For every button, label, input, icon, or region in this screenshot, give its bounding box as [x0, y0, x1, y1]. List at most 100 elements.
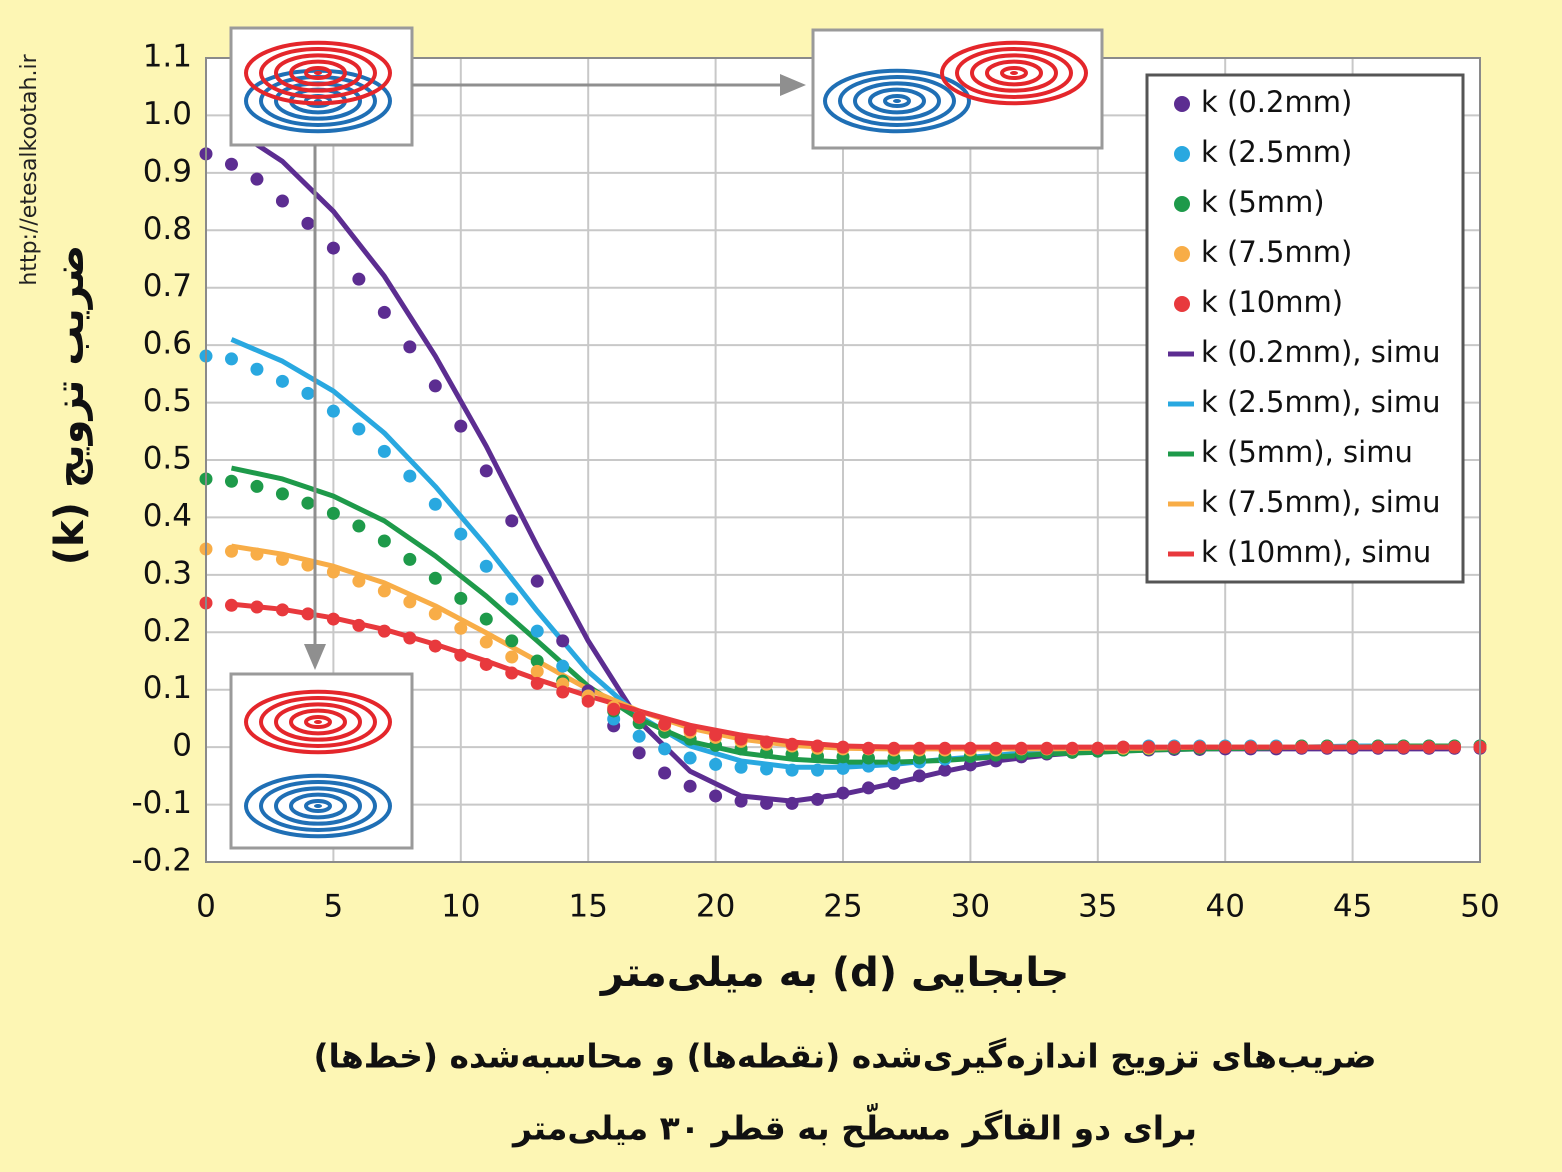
coil-ring — [274, 53, 362, 93]
data-point — [760, 762, 774, 776]
legend-label: k (2.5mm), simu — [1201, 385, 1441, 419]
data-point — [861, 781, 875, 795]
coil-ring — [985, 59, 1043, 87]
data-point — [607, 702, 621, 716]
inset-separated — [229, 672, 414, 850]
data-point — [301, 496, 315, 510]
y-tick-label: 0.8 — [143, 211, 192, 247]
data-point — [454, 648, 468, 662]
y-tick-label: -0.1 — [132, 785, 193, 821]
data-point — [556, 659, 570, 673]
coil-ring — [970, 53, 1058, 93]
coil — [940, 40, 1088, 106]
data-point — [683, 779, 697, 793]
data-point — [352, 519, 366, 533]
data-point — [479, 464, 493, 478]
data-point — [479, 657, 493, 671]
x-tick-label: 0 — [196, 889, 216, 925]
arrows — [304, 74, 806, 670]
inset-overlap — [229, 26, 414, 147]
coil-ring — [244, 689, 392, 755]
data-point — [301, 558, 315, 572]
data-point — [250, 362, 264, 376]
data-point — [861, 741, 875, 755]
data-point — [811, 763, 825, 777]
data-point — [530, 574, 544, 588]
data-point — [709, 757, 723, 771]
data-point — [1218, 740, 1232, 754]
data-point — [377, 305, 391, 319]
data-point — [1448, 740, 1462, 754]
coil-ring — [893, 99, 901, 103]
coil-ring — [883, 93, 911, 109]
data-point — [1320, 740, 1334, 754]
data-point — [224, 598, 238, 612]
y-tick-label: -0.2 — [132, 843, 193, 879]
data-point — [683, 751, 697, 765]
coil-ring — [259, 696, 377, 748]
coil-ring — [304, 714, 332, 730]
data-point — [530, 664, 544, 678]
data-point — [785, 737, 799, 751]
coil-ring — [274, 786, 362, 826]
data-point — [479, 559, 493, 573]
data-point — [1193, 740, 1207, 754]
legend-label: k (5mm) — [1201, 185, 1325, 219]
data-point — [454, 621, 468, 635]
data-point — [1167, 740, 1181, 754]
data-point — [326, 506, 340, 520]
data-point — [428, 379, 442, 393]
data-point — [403, 469, 417, 483]
coil-ring — [1000, 65, 1028, 81]
data-point — [785, 796, 799, 810]
coil-ring — [289, 792, 347, 820]
x-tick-label: 15 — [568, 889, 607, 925]
coil-ring — [259, 780, 377, 832]
data-point — [1244, 740, 1258, 754]
data-point — [632, 746, 646, 760]
data-point — [556, 685, 570, 699]
data-point — [505, 634, 519, 648]
data-point — [275, 487, 289, 501]
data-point — [428, 571, 442, 585]
data-point — [658, 717, 672, 731]
coil-ring — [940, 40, 1088, 106]
data-point — [275, 603, 289, 617]
y-tick-label: 1.1 — [143, 39, 192, 75]
coil-ring — [853, 81, 941, 121]
data-point — [428, 497, 442, 511]
data-point — [352, 574, 366, 588]
data-point — [224, 474, 238, 488]
x-tick-label: 30 — [951, 889, 990, 925]
data-point — [1116, 740, 1130, 754]
y-tick-label: 0.6 — [143, 326, 192, 362]
y-tick-label: 0.2 — [143, 613, 192, 649]
data-point — [479, 612, 493, 626]
data-point — [760, 796, 774, 810]
data-point — [224, 352, 238, 366]
data-point — [811, 792, 825, 806]
x-tick-label: 40 — [1205, 889, 1244, 925]
data-point — [403, 552, 417, 566]
coil-ring — [955, 47, 1073, 99]
data-point — [1065, 741, 1079, 755]
coil-ring — [274, 702, 362, 742]
data-point — [632, 710, 646, 724]
data-point — [1142, 740, 1156, 754]
data-point — [352, 618, 366, 632]
coil-ring — [304, 65, 332, 81]
data-point — [887, 776, 901, 790]
data-point — [403, 631, 417, 645]
data-point — [326, 565, 340, 579]
data-point — [301, 216, 315, 230]
x-tick-label: 45 — [1333, 889, 1372, 925]
data-point — [1397, 740, 1411, 754]
data-point — [989, 741, 1003, 755]
data-point — [760, 735, 774, 749]
y-tick-label: 0.7 — [143, 268, 192, 304]
legend-label: k (10mm) — [1201, 285, 1343, 319]
data-point — [403, 595, 417, 609]
legend-marker — [1174, 246, 1190, 262]
coil-ring — [289, 59, 347, 87]
